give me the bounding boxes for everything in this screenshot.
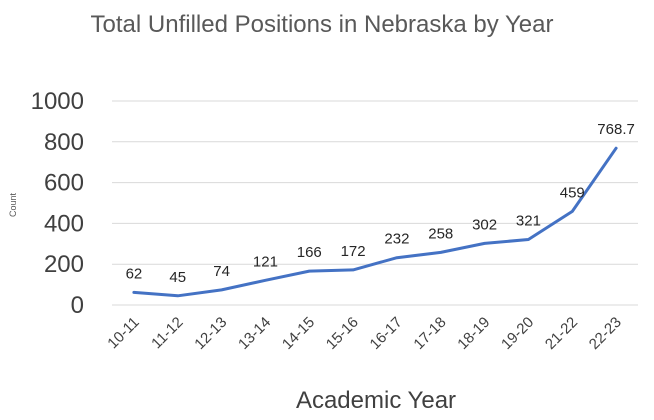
data-label-1: 45 bbox=[169, 269, 186, 286]
x-tick-label-0: 10-11 bbox=[104, 314, 142, 352]
data-label-11: 768.7 bbox=[597, 121, 635, 138]
data-label-7: 258 bbox=[428, 225, 453, 242]
y-axis-label: Count bbox=[8, 193, 18, 218]
x-tick-label-3: 13-14 bbox=[235, 314, 274, 353]
data-label-6: 232 bbox=[384, 231, 409, 248]
x-tick-label-10: 21-22 bbox=[542, 314, 581, 353]
y-tick-label-3: 600 bbox=[44, 170, 84, 197]
x-tick-label-2: 12-13 bbox=[191, 314, 230, 353]
x-tick-label-4: 14-15 bbox=[279, 314, 318, 353]
data-label-4: 166 bbox=[297, 244, 322, 261]
data-label-10: 459 bbox=[560, 184, 585, 201]
x-tick-label-5: 15-16 bbox=[323, 314, 362, 353]
y-tick-label-2: 400 bbox=[44, 210, 84, 237]
data-labels: 62 45 74 121 166 172 232 258 302 321 459 768.7 bbox=[126, 121, 635, 286]
y-tick-label-1: 200 bbox=[44, 251, 84, 278]
y-axis-ticks: 0 200 400 600 800 1000 bbox=[31, 88, 84, 319]
gridlines bbox=[112, 100, 638, 306]
x-tick-label-8: 18-19 bbox=[454, 314, 493, 353]
data-label-8: 302 bbox=[472, 216, 497, 233]
x-tick-label-11: 22-23 bbox=[586, 314, 625, 353]
x-tick-label-6: 16-17 bbox=[367, 314, 406, 353]
y-tick-label-0: 0 bbox=[71, 292, 84, 319]
data-label-9: 321 bbox=[516, 213, 541, 230]
chart-title: Total Unfilled Positions in Nebraska by … bbox=[91, 11, 554, 38]
data-label-3: 121 bbox=[253, 253, 278, 270]
x-tick-label-1: 11-12 bbox=[148, 314, 186, 352]
x-tick-label-7: 17-18 bbox=[410, 314, 449, 353]
y-tick-label-4: 800 bbox=[44, 129, 84, 156]
series-line bbox=[132, 146, 618, 298]
data-label-5: 172 bbox=[341, 243, 366, 260]
y-tick-label-5: 1000 bbox=[31, 88, 84, 115]
data-label-2: 74 bbox=[213, 263, 230, 280]
x-axis-ticks: 10-11 11-12 12-13 13-14 14-15 15-16 16-17 17-18… bbox=[104, 314, 625, 353]
x-axis-label: Academic Year bbox=[296, 387, 456, 414]
data-label-0: 62 bbox=[126, 265, 143, 282]
x-tick-label-9: 19-20 bbox=[498, 314, 537, 353]
